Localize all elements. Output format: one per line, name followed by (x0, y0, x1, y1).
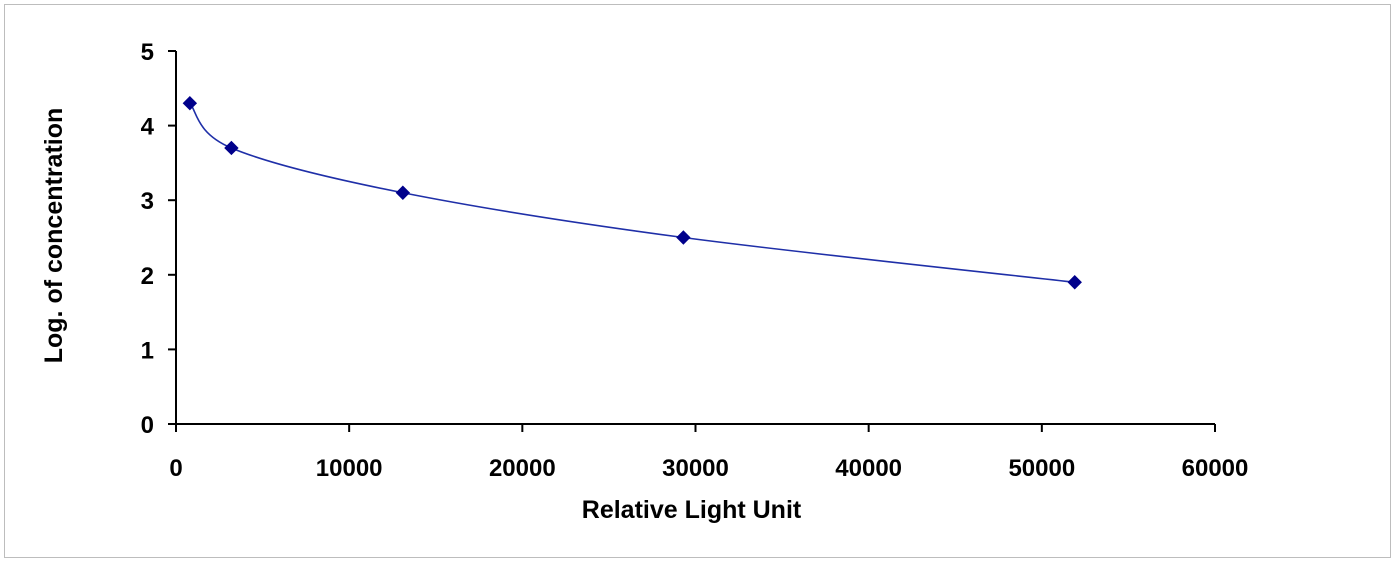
data-point (182, 96, 198, 111)
axes (168, 50, 1216, 432)
x-tick-label: 20000 (489, 455, 556, 482)
x-tick-label: 60000 (1182, 455, 1249, 482)
y-tick-label: 3 (141, 188, 154, 215)
x-axis-label: Relative Light Unit (582, 496, 802, 524)
x-tick-label: 30000 (662, 455, 729, 482)
data-points-layer (182, 96, 1082, 290)
data-point (224, 140, 239, 156)
tick-labels: 0 1 2 3 4 5 0 10000 20000 30000 40000 50000 60000 (141, 39, 1249, 482)
data-point (1067, 275, 1082, 290)
data-point (676, 230, 691, 245)
y-tick-label: 1 (141, 337, 154, 364)
y-tick-label: 5 (141, 39, 154, 66)
y-tick-label: 2 (141, 263, 154, 290)
x-tick-label: 0 (169, 455, 182, 482)
fit-curve-layer (189, 102, 1075, 284)
y-axis-label: Log. of concentration (40, 108, 68, 364)
data-point (395, 185, 411, 200)
x-tick-label: 40000 (835, 455, 902, 482)
y-tick-label: 4 (141, 114, 155, 141)
x-tick-label: 10000 (316, 455, 383, 482)
chart-frame (4, 4, 1391, 558)
y-tick-label: 0 (141, 412, 154, 439)
fit-curve (189, 102, 1075, 284)
x-tick-label: 50000 (1008, 455, 1075, 482)
